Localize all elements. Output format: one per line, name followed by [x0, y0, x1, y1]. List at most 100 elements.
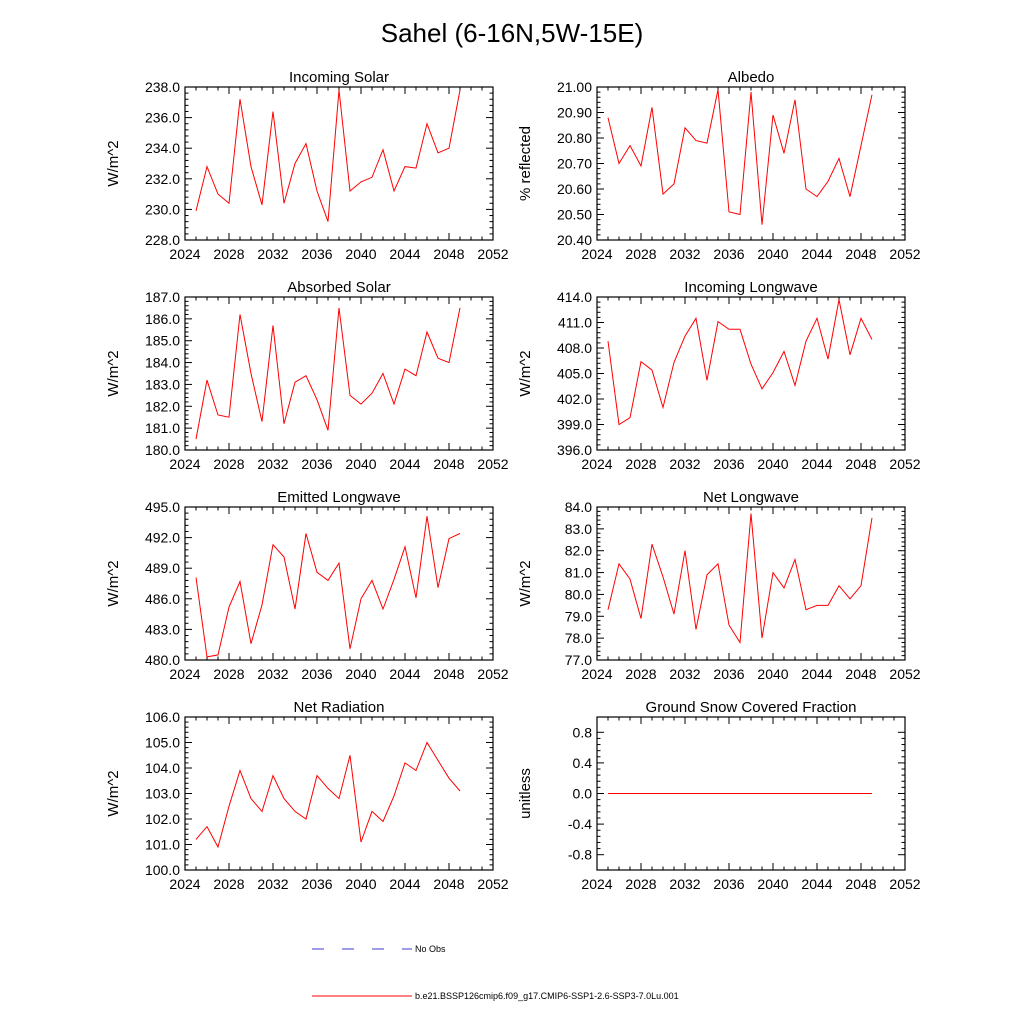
x-tick-label: 2040: [757, 666, 788, 682]
panel-7: Net Radiation W/m^2 2024 2028 2032 2036 2040 20…: [105, 699, 509, 892]
legend-label: b.e21.BSSP126cmip6.f09_g17.CMIP6-SSP1-2.…: [415, 991, 679, 1001]
x-tick-label: 2036: [301, 666, 332, 682]
y-tick-label: 77.0: [565, 652, 592, 668]
y-tick-label: 489.0: [145, 560, 180, 576]
x-tick-label: 2036: [713, 456, 744, 472]
y-tick-label: 480.0: [145, 652, 180, 668]
y-axis-label: % reflected: [517, 126, 534, 201]
x-tick-label: 2032: [257, 456, 288, 472]
x-tick-label: 2052: [889, 246, 920, 262]
y-tick-label: 0.0: [573, 786, 593, 802]
x-tick-label: 2040: [345, 246, 376, 262]
x-tick-label: 2048: [845, 876, 876, 892]
x-tick-label: 2028: [625, 666, 656, 682]
x-tick-label: 2040: [757, 876, 788, 892]
legend-entry: b.e21.BSSP126cmip6.f09_g17.CMIP6-SSP1-2.…: [312, 991, 679, 1001]
y-tick-label: 84.0: [565, 499, 592, 515]
y-tick-label: 238.0: [145, 79, 180, 95]
y-tick-label: 20.50: [557, 207, 592, 223]
x-tick-label: 2044: [389, 246, 420, 262]
x-tick-label: 2024: [169, 246, 200, 262]
x-tick-label: 2052: [889, 456, 920, 472]
x-tick-label: 2052: [889, 876, 920, 892]
series-line: [195, 516, 461, 658]
x-tick-label: 2036: [713, 666, 744, 682]
plot-frame: [184, 296, 494, 451]
panel-title: Emitted Longwave: [277, 489, 400, 506]
y-tick-label: 230.0: [145, 201, 180, 217]
y-tick-label: 184.0: [145, 355, 180, 371]
y-tick-label: -0.8: [568, 847, 592, 863]
x-tick-label: 2048: [433, 456, 464, 472]
y-tick-label: 411.0: [558, 315, 592, 331]
legend: No Obs b.e21.BSSP126cmip6.f09_g17.CMIP6-S…: [312, 944, 679, 1001]
x-tick-label: 2032: [669, 666, 700, 682]
y-tick-label: 20.80: [557, 130, 592, 146]
panel-1: Incoming Solar W/m^2 2024 2028 2032 2036 2040 2…: [105, 69, 509, 262]
y-tick-label: 20.40: [557, 232, 592, 248]
plot-frame: [596, 716, 906, 871]
legend-label: No Obs: [415, 944, 446, 954]
y-tick-label: 495.0: [145, 499, 180, 515]
y-tick-label: 83.0: [565, 521, 592, 537]
x-tick-label: 2032: [257, 246, 288, 262]
x-tick-label: 2024: [169, 456, 200, 472]
x-tick-label: 2044: [389, 456, 420, 472]
y-tick-label: 486.0: [145, 591, 180, 607]
y-tick-label: 234.0: [145, 140, 180, 156]
y-tick-label: -0.4: [568, 816, 592, 832]
series-line: [607, 299, 873, 426]
legend-entry: No Obs: [312, 944, 446, 954]
y-tick-label: 20.60: [557, 181, 592, 197]
x-tick-label: 2024: [169, 876, 200, 892]
x-tick-label: 2048: [845, 456, 876, 472]
x-tick-label: 2052: [477, 456, 508, 472]
y-axis-label: W/m^2: [517, 350, 534, 396]
x-tick-label: 2036: [301, 246, 332, 262]
x-tick-label: 2040: [757, 456, 788, 472]
panels: Incoming Solar W/m^2 2024 2028 2032 2036 2040 2…: [105, 69, 921, 892]
y-tick-label: 79.0: [565, 608, 592, 624]
panel-4: Incoming Longwave W/m^2 2024 2028 2032 2036 20…: [517, 279, 921, 472]
x-tick-label: 2028: [213, 876, 244, 892]
x-tick-label: 2024: [581, 456, 612, 472]
y-tick-label: 492.0: [145, 530, 180, 546]
x-tick-label: 2052: [477, 666, 508, 682]
panel-2: Albedo % reflected 2024 2028 2032 2036 2040 204…: [517, 69, 921, 262]
y-axis-label: unitless: [517, 768, 534, 819]
plot-frame: [596, 296, 906, 451]
x-tick-label: 2044: [801, 666, 832, 682]
x-tick-label: 2044: [801, 246, 832, 262]
x-tick-label: 2028: [625, 876, 656, 892]
y-tick-label: 101.0: [145, 837, 180, 853]
x-tick-label: 2044: [389, 876, 420, 892]
x-tick-label: 2040: [345, 666, 376, 682]
y-tick-label: 0.4: [573, 755, 593, 771]
y-tick-label: 186.0: [145, 311, 180, 327]
panel-8: Ground Snow Covered Fraction unitless 2024…: [517, 699, 921, 892]
x-tick-label: 2052: [477, 246, 508, 262]
x-tick-label: 2032: [257, 876, 288, 892]
plot-frame: [184, 86, 494, 241]
x-tick-label: 2048: [433, 666, 464, 682]
x-tick-label: 2024: [581, 876, 612, 892]
x-tick-label: 2036: [301, 876, 332, 892]
y-tick-label: 408.0: [557, 340, 592, 356]
panel-title: Absorbed Solar: [287, 279, 390, 296]
y-tick-label: 102.0: [145, 811, 180, 827]
y-tick-label: 104.0: [145, 760, 180, 776]
panel-title: Ground Snow Covered Fraction: [646, 699, 857, 716]
y-tick-label: 232.0: [145, 171, 180, 187]
series-line: [195, 741, 461, 849]
panel-6: Net Longwave W/m^2 2024 2028 2032 2036 2040 204…: [517, 489, 921, 682]
y-tick-label: 100.0: [145, 862, 180, 878]
x-tick-label: 2048: [845, 666, 876, 682]
x-tick-label: 2028: [625, 246, 656, 262]
panel-title: Incoming Longwave: [684, 279, 817, 296]
panel-title: Net Longwave: [703, 489, 799, 506]
plot-frame: [184, 506, 494, 661]
x-tick-label: 2028: [213, 456, 244, 472]
figure-title: Sahel (6-16N,5W-15E): [381, 18, 644, 48]
y-tick-label: 21.00: [557, 79, 592, 95]
